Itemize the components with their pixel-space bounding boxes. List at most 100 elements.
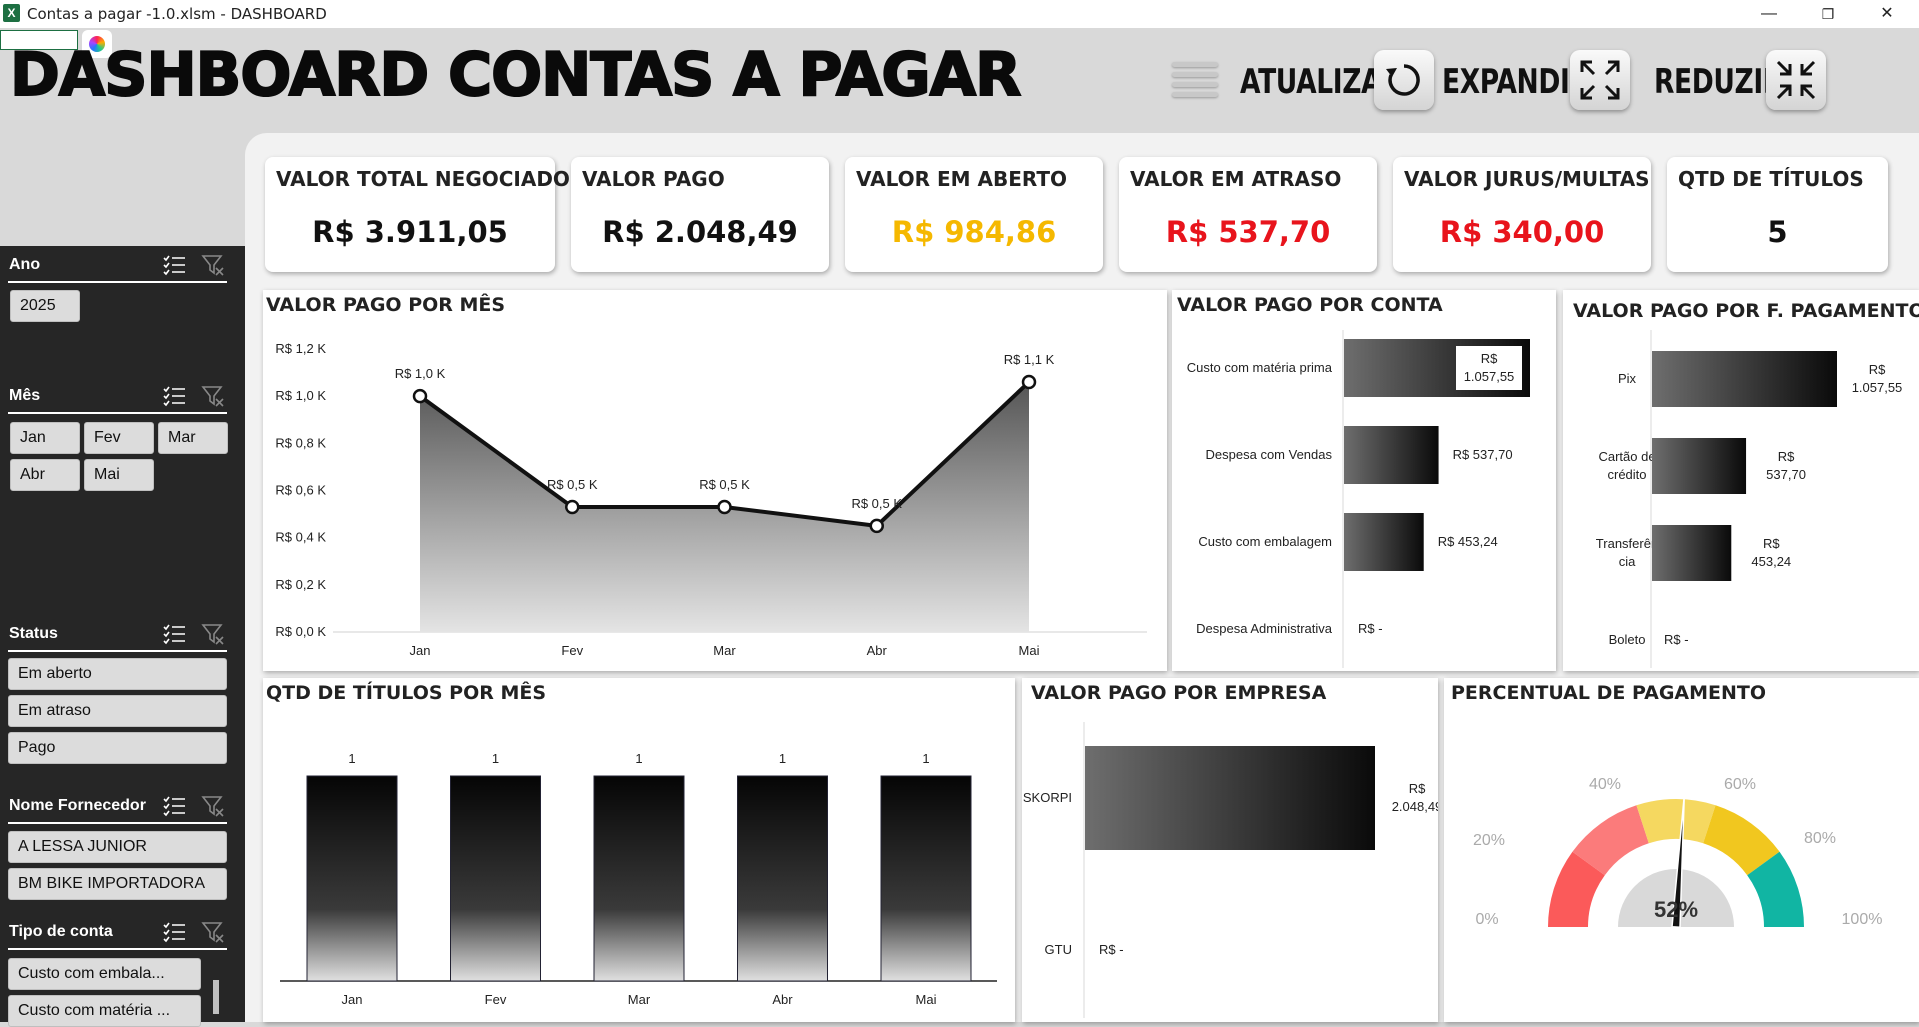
expand-icon[interactable] bbox=[1570, 50, 1630, 110]
multi-select-icon[interactable] bbox=[163, 921, 187, 943]
kpi-card: VALOR EM ATRASO R$ 537,70 bbox=[1119, 157, 1377, 272]
slicer-title-tipo: Tipo de conta bbox=[9, 923, 113, 940]
gauge-scale-label: 100% bbox=[1842, 911, 1883, 928]
slicer-item-mes[interactable]: Mai bbox=[84, 459, 154, 491]
data-label: 2.048,49 bbox=[1392, 799, 1438, 814]
slicer-item-mes[interactable]: Mar bbox=[158, 422, 228, 454]
x-tick-label: Mar bbox=[713, 643, 736, 658]
chart-title: VALOR PAGO POR MÊS bbox=[266, 294, 506, 316]
category-label: Pix bbox=[1618, 371, 1637, 386]
slicer-item-fornecedor[interactable]: BM BIKE IMPORTADORA bbox=[8, 868, 227, 900]
data-label: 1 bbox=[635, 751, 642, 766]
close-button[interactable]: ✕ bbox=[1880, 5, 1894, 22]
x-tick-label: Mar bbox=[628, 992, 651, 1007]
data-point bbox=[565, 499, 580, 515]
category-label: Transferên bbox=[1596, 536, 1658, 551]
gauge-scale-label: 40% bbox=[1589, 776, 1621, 793]
bar bbox=[1652, 438, 1747, 494]
category-label: Custo com matéria prima bbox=[1187, 360, 1333, 375]
slicer-title-status: Status bbox=[9, 625, 58, 642]
name-box[interactable] bbox=[0, 30, 78, 50]
refresh-icon[interactable] bbox=[1374, 50, 1434, 110]
multi-select-icon[interactable] bbox=[163, 385, 187, 407]
slicer-title-fornecedor: Nome Fornecedor bbox=[9, 797, 146, 814]
bar bbox=[737, 775, 828, 982]
data-label: R$ 537,70 bbox=[1453, 447, 1513, 462]
slicer-scrollbar[interactable] bbox=[213, 980, 219, 1014]
data-label: R$ bbox=[1778, 449, 1795, 464]
data-point bbox=[1021, 374, 1037, 390]
data-label: 1 bbox=[779, 751, 786, 766]
restore-button[interactable]: ❐ bbox=[1821, 6, 1835, 22]
category-label: crédito bbox=[1607, 467, 1646, 482]
bar bbox=[1652, 351, 1837, 407]
y-tick-label: R$ 0,4 K bbox=[275, 530, 326, 545]
y-tick-label: R$ 1,0 K bbox=[275, 388, 326, 403]
slicer-item-tipo[interactable]: Custo com embala... bbox=[8, 958, 201, 990]
data-label: R$ 0,5 K bbox=[699, 477, 750, 492]
clear-filter-icon[interactable] bbox=[201, 795, 225, 817]
slicer-item-ano[interactable]: 2025 bbox=[10, 290, 80, 322]
x-tick-label: Fev bbox=[561, 643, 583, 658]
y-tick-label: R$ 1,2 K bbox=[275, 341, 326, 356]
slicer-item-tipo[interactable]: Custo com matéria ... bbox=[8, 995, 201, 1027]
multi-select-icon[interactable] bbox=[163, 254, 187, 276]
category-label: GTU bbox=[1045, 942, 1072, 957]
clear-filter-icon[interactable] bbox=[201, 921, 225, 943]
x-tick-label: Abr bbox=[772, 992, 793, 1007]
slicer-divider bbox=[8, 281, 227, 283]
gauge-band bbox=[1572, 805, 1649, 876]
gauge-band bbox=[1548, 851, 1605, 927]
multi-select-icon[interactable] bbox=[163, 795, 187, 817]
data-point bbox=[717, 499, 732, 515]
reduce-icon[interactable] bbox=[1766, 50, 1826, 110]
window-titlebar: X Contas a pagar -1.0.xlsm - DASHBOARD —… bbox=[0, 0, 1919, 28]
chart-title: VALOR PAGO POR EMPRESA bbox=[1031, 682, 1327, 704]
x-tick-label: Mai bbox=[916, 992, 937, 1007]
kpi-label: VALOR JURUS/MULTAS bbox=[1404, 167, 1650, 191]
data-label: 1 bbox=[922, 751, 929, 766]
clear-filter-icon[interactable] bbox=[201, 385, 225, 407]
clear-filter-icon[interactable] bbox=[201, 254, 225, 276]
data-label: 1 bbox=[348, 751, 355, 766]
slicer-title-mes: Mês bbox=[9, 387, 41, 404]
expand-label[interactable]: EXPANDIR bbox=[1442, 62, 1590, 102]
category-label: Boleto bbox=[1609, 632, 1646, 647]
kpi-value: R$ 3.911,05 bbox=[312, 215, 508, 249]
data-label: R$ 1,1 K bbox=[1004, 352, 1055, 367]
kpi-label: VALOR PAGO bbox=[582, 167, 725, 191]
data-point bbox=[869, 518, 884, 534]
excel-icon: X bbox=[3, 4, 20, 22]
data-label: R$ 0,5 K bbox=[547, 477, 598, 492]
reduce-label[interactable]: REDUZIR bbox=[1654, 62, 1783, 102]
clear-filter-icon[interactable] bbox=[201, 623, 225, 645]
slicer-item-status[interactable]: Em atraso bbox=[8, 695, 227, 727]
gauge-scale-label: 60% bbox=[1724, 776, 1756, 793]
chart-pago-mes: VALOR PAGO POR MÊS R$ 0,0 K R$ 0,2 K R$ 0,… bbox=[263, 290, 1167, 671]
chart-title: QTD DE TÍTULOS POR MÊS bbox=[266, 682, 547, 704]
slicer-item-mes[interactable]: Fev bbox=[84, 422, 154, 454]
slicer-item-mes[interactable]: Abr bbox=[10, 459, 80, 491]
copilot-icon[interactable] bbox=[82, 30, 112, 58]
kpi-card: VALOR JURUS/MULTAS R$ 340,00 bbox=[1393, 157, 1651, 272]
x-tick-label: Jan bbox=[342, 992, 363, 1007]
category-label: cia bbox=[1619, 554, 1636, 569]
data-label: 453,24 bbox=[1751, 554, 1791, 569]
data-label: 1.057,55 bbox=[1464, 369, 1515, 384]
gauge-needle bbox=[1671, 795, 1686, 929]
slicer-item-status[interactable]: Pago bbox=[8, 732, 227, 764]
multi-select-icon[interactable] bbox=[163, 623, 187, 645]
slicer-item-status[interactable]: Em aberto bbox=[8, 658, 227, 690]
chart-percentual: PERCENTUAL DE PAGAMENTO 52% 0% 20% 40% 60% 80… bbox=[1444, 678, 1919, 1022]
y-tick-label: R$ 0,8 K bbox=[275, 435, 326, 450]
data-label: R$ - bbox=[1099, 942, 1124, 957]
minimize-button[interactable]: — bbox=[1761, 5, 1777, 22]
slicer-item-mes[interactable]: Jan bbox=[10, 422, 80, 454]
bar bbox=[1085, 746, 1375, 850]
menu-icon[interactable] bbox=[1172, 62, 1218, 104]
data-label: R$ - bbox=[1358, 621, 1383, 636]
kpi-value: 5 bbox=[1767, 215, 1788, 249]
gauge-band bbox=[1747, 851, 1804, 927]
kpi-card: QTD DE TÍTULOS 5 bbox=[1667, 157, 1888, 272]
slicer-item-fornecedor[interactable]: A LESSA JUNIOR bbox=[8, 831, 227, 863]
